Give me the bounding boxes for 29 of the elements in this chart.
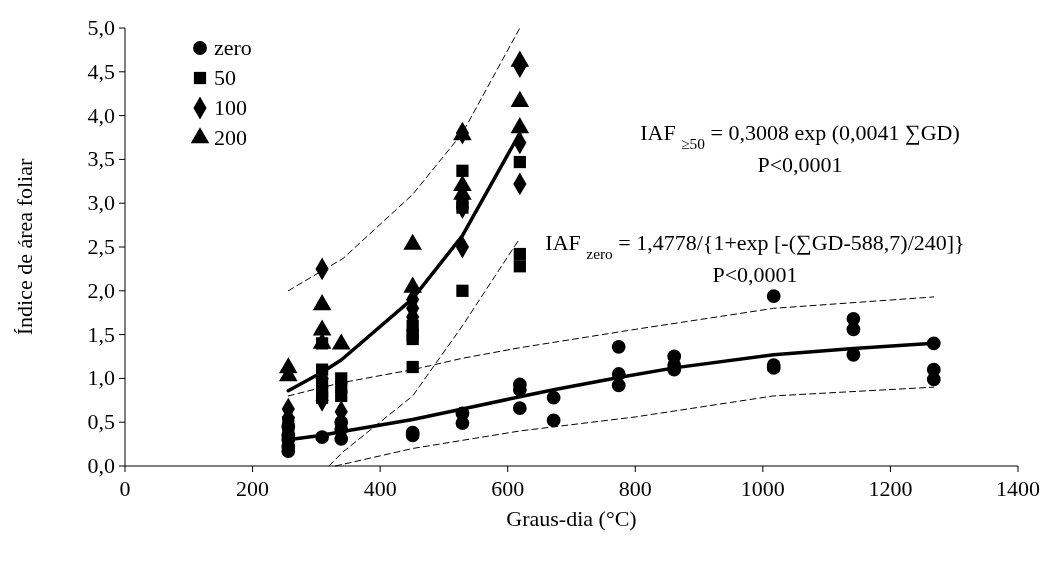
- y-tick-label: 4,0: [87, 102, 115, 128]
- y-tick-label: 1,5: [87, 321, 115, 347]
- x-tick-label: 0: [119, 476, 131, 501]
- x-tick-label: 400: [363, 476, 397, 501]
- x-tick-label: 1400: [996, 476, 1040, 501]
- x-tick-label: 800: [618, 476, 652, 501]
- y-tick-label: 0,5: [87, 409, 115, 435]
- y-tick-label: 1,0: [87, 365, 115, 391]
- annotation: IAF $_{≥50}$ = 0,3008 exp (0,0041 ∑GD): [640, 120, 960, 152]
- y-axis-title: Índice de área foliar: [12, 158, 37, 336]
- y-tick-label: 0,0: [87, 453, 115, 478]
- annotation: IAF $_{zero}$ = 1,4778/{1+exp [-(∑GD-588,7)/240]}: [545, 230, 965, 262]
- legend-label: 200: [214, 125, 247, 150]
- x-axis-title: Graus-dia (°C): [506, 506, 637, 531]
- x-tick-label: 1000: [740, 476, 785, 501]
- y-tick-label: 4,5: [87, 58, 115, 84]
- y-tick-label: 3,0: [87, 190, 115, 216]
- x-tick-label: 200: [236, 476, 270, 501]
- annotation: P<0,0001: [712, 262, 798, 287]
- y-tick-label: 5,0: [87, 15, 115, 40]
- x-tick-label: 1200: [868, 476, 913, 501]
- x-tick-label: 600: [491, 476, 525, 501]
- y-tick-label: 2,5: [87, 234, 115, 259]
- annotation: P<0,0001: [757, 152, 843, 177]
- y-tick-label: 2,0: [87, 277, 115, 303]
- legend-label: zero: [214, 35, 252, 60]
- legend-label: 50: [214, 65, 236, 90]
- y-tick-label: 3,5: [87, 146, 115, 172]
- legend-label: 100: [214, 95, 247, 120]
